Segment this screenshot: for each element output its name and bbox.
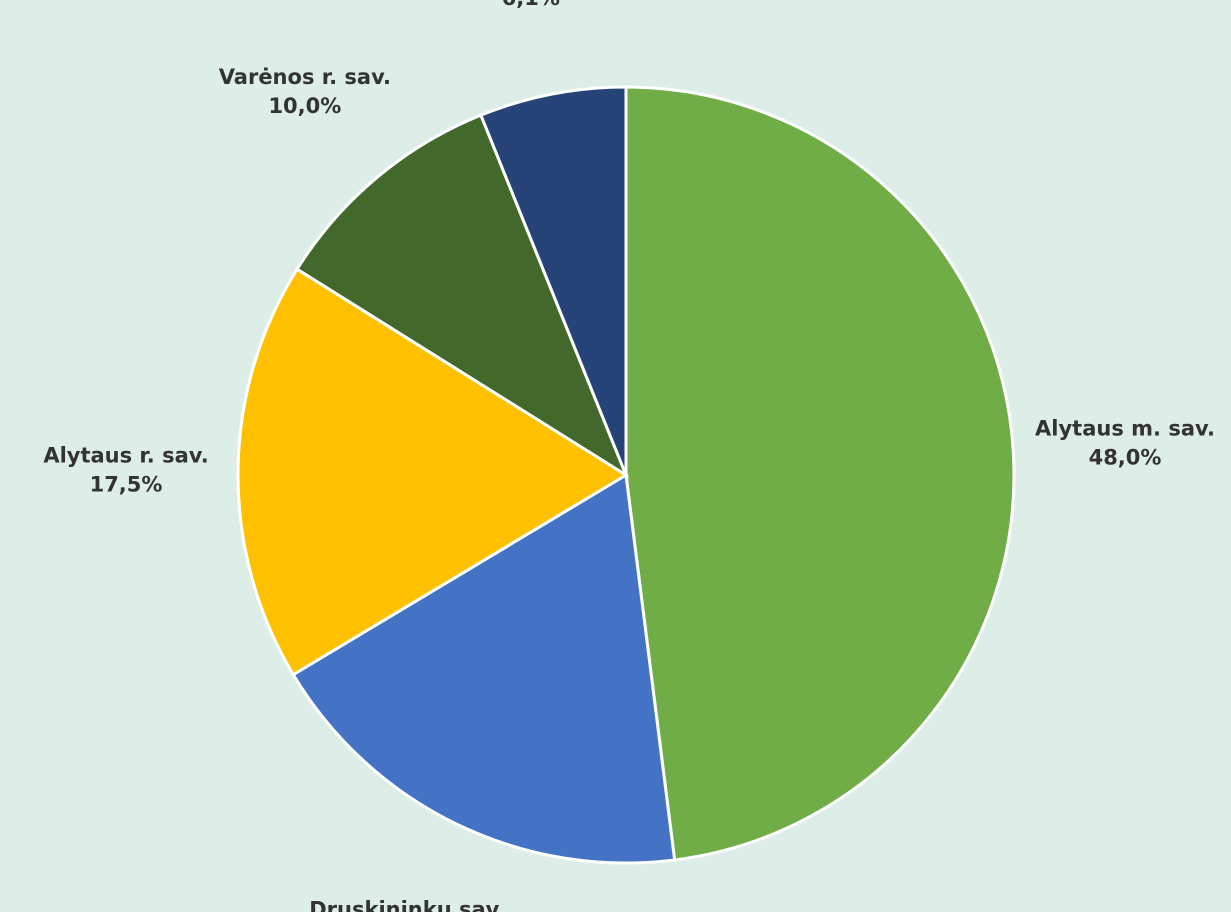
pie-slice xyxy=(236,267,629,677)
pie-slice xyxy=(624,85,1016,862)
slice-label: Alytaus r. sav. xyxy=(43,443,208,467)
slice-label: Alytaus m. sav. xyxy=(1035,417,1215,441)
slice-label: Varėnos r. sav. xyxy=(219,65,391,89)
slice-label: Druskininkų sav. xyxy=(309,898,505,912)
slice-value-label: 17,5% xyxy=(90,472,163,496)
slice-value-label: 6,1% xyxy=(502,0,560,10)
pie-slice xyxy=(295,113,630,479)
slice-value-label: 48,0% xyxy=(1089,446,1162,470)
pie-slice xyxy=(478,85,628,476)
pie-slice xyxy=(291,472,677,865)
slice-value-label: 10,0% xyxy=(268,94,341,118)
